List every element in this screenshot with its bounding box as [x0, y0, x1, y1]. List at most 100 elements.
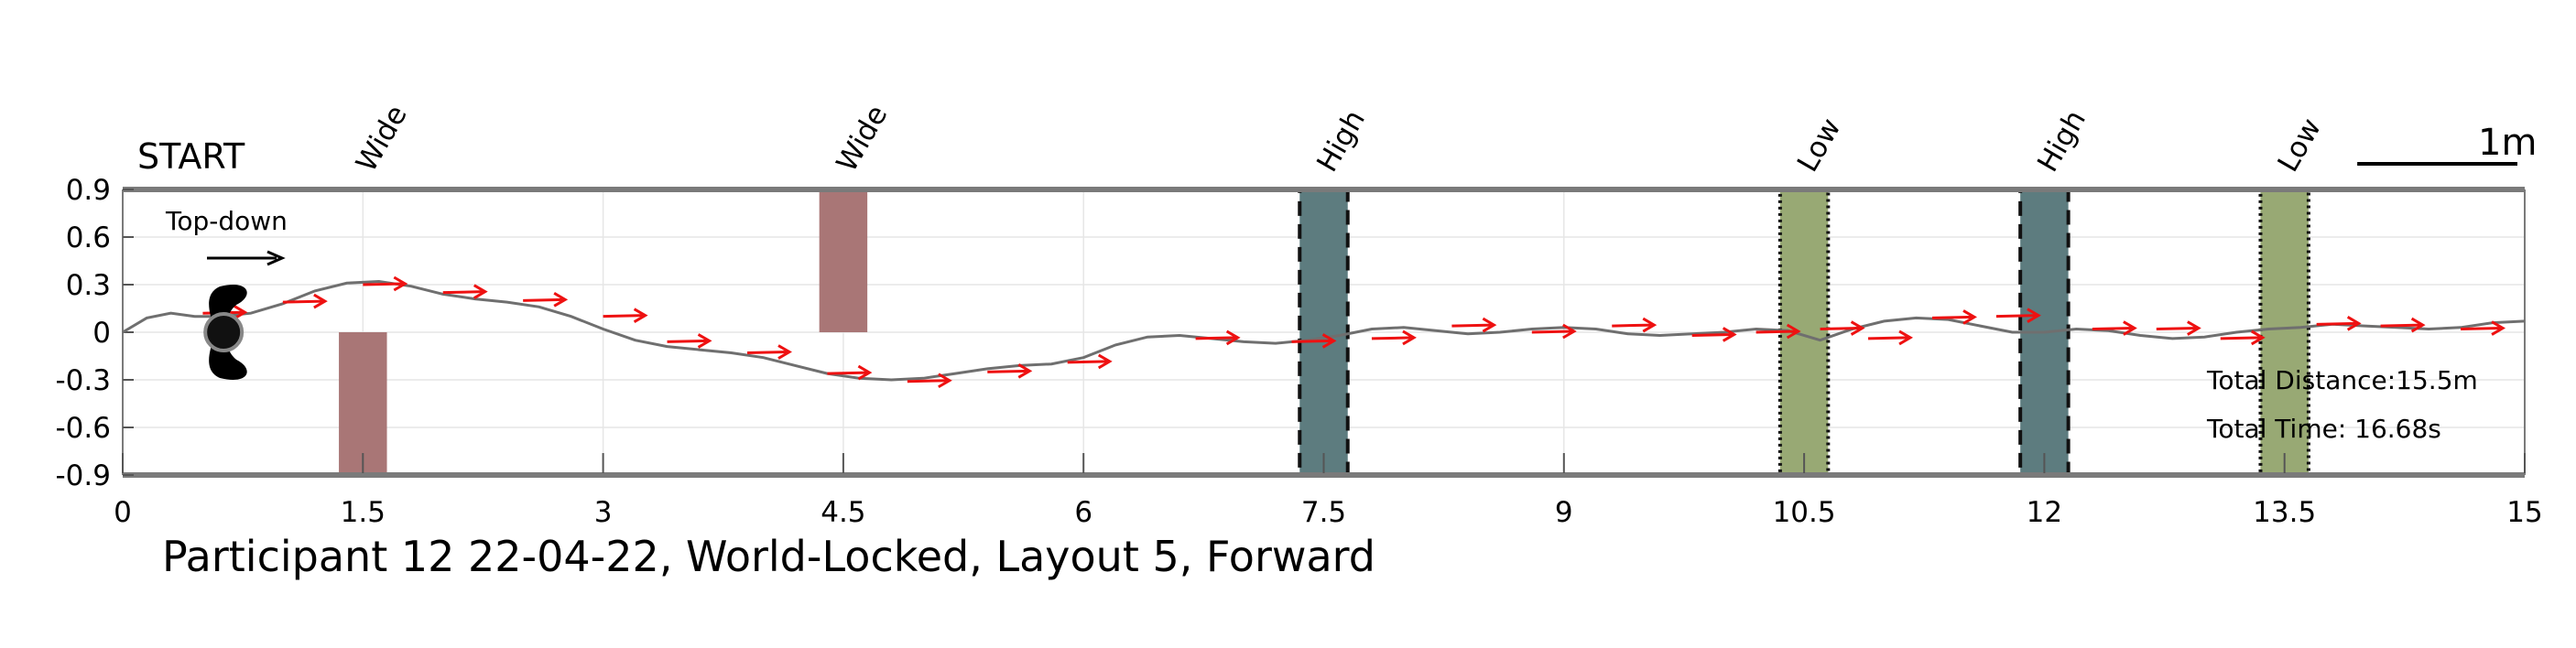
heading-arrow-head	[2187, 320, 2201, 336]
heading-arrow	[907, 373, 952, 389]
axes-frame	[122, 162, 2526, 478]
heading-arrow	[1868, 329, 1914, 346]
heading-arrow	[1820, 320, 1865, 336]
heading-arrow-shaft	[523, 297, 564, 302]
y-tick-label: -0.9	[56, 459, 112, 492]
heading-arrow	[1691, 327, 1737, 342]
y-tick-label: -0.3	[56, 364, 112, 397]
x-tick-label: 6	[1074, 496, 1092, 529]
heading-arrow-shaft	[1371, 336, 1412, 340]
heading-arrow-head	[2346, 316, 2362, 331]
obstacle-label: Low	[1791, 113, 1848, 178]
heading-arrow-head	[393, 275, 408, 292]
obstacles-layer	[339, 188, 2310, 477]
heading-arrow-head	[233, 304, 248, 320]
heading-arrow-head	[777, 344, 792, 360]
heading-arrow-head	[1722, 327, 1737, 342]
heading-arrow	[603, 308, 648, 323]
heading-arrow-head	[697, 333, 712, 349]
obstacle-wide	[819, 189, 868, 332]
heading-arrow-shaft	[1995, 314, 2037, 319]
obstacle-label: Wide	[831, 100, 895, 178]
obstacle-label: High	[1310, 104, 1372, 178]
heading-arrow	[1291, 333, 1337, 349]
chart-title: Participant 12 22-04-22, World-Locked, L…	[162, 532, 1375, 581]
heading-arrow	[1755, 323, 1801, 340]
heading-arrow-head	[2410, 317, 2426, 333]
heading-arrow-head	[2491, 320, 2506, 336]
heading-arrow-head	[1097, 353, 1113, 370]
heading-arrow-head	[1321, 333, 1337, 349]
heading-arrow	[2156, 320, 2201, 336]
heading-arrow-shaft	[603, 314, 644, 319]
participant-head	[203, 312, 245, 352]
heading-arrow-head	[938, 373, 952, 389]
x-tick-label: 15	[2506, 496, 2542, 529]
heading-arrow-head	[1017, 363, 1033, 379]
heading-arrow	[2461, 320, 2506, 336]
heading-arrow	[827, 364, 873, 381]
heading-arrow-head	[1482, 317, 1497, 333]
heading-arrow-shaft	[1931, 315, 1973, 319]
heading-arrow	[1067, 353, 1113, 370]
obstacle-label: Low	[2271, 113, 2328, 178]
x-tick-label: 3	[594, 496, 613, 529]
heading-arrow	[1995, 308, 2041, 323]
heading-arrow-shaft	[1755, 329, 1797, 334]
heading-arrow-shaft	[2220, 336, 2261, 340]
heading-arrow	[1931, 309, 1977, 325]
heading-arrow-shaft	[363, 282, 404, 286]
heading-arrow-shaft	[667, 339, 708, 343]
heading-arrow-shaft	[1531, 329, 1572, 334]
heading-arrow-head	[2250, 329, 2266, 346]
y-tick-label: 0.9	[66, 174, 111, 207]
heading-arrow-shaft	[2380, 323, 2421, 328]
heading-arrow-shaft	[1195, 336, 1236, 340]
heading-arrow-shaft	[987, 369, 1028, 373]
y-tick-label: -0.6	[56, 412, 112, 445]
heading-arrow-head	[1786, 323, 1801, 340]
heading-arrow	[363, 275, 408, 292]
heading-arrow	[987, 363, 1033, 379]
heading-arrow-head	[473, 284, 488, 299]
heading-arrows-layer	[202, 275, 2506, 389]
y-tick-label: 0.3	[66, 269, 111, 302]
heading-arrow	[746, 344, 792, 360]
heading-arrow-shaft	[2316, 321, 2357, 326]
heading-arrow-head	[633, 308, 648, 323]
heading-arrow-head	[2123, 320, 2137, 336]
heading-arrow	[1195, 329, 1241, 346]
scale-bar-label: 1m	[2478, 122, 2537, 164]
text-layer: START Top-down 1m Total Distance:15.5m T…	[56, 100, 2543, 581]
heading-arrow-head	[1642, 317, 1658, 333]
heading-arrow	[1371, 329, 1417, 346]
heading-arrow-head	[1225, 329, 1241, 346]
total-time-text: Total Time: 16.68s	[2206, 414, 2441, 444]
heading-arrow-shaft	[1451, 323, 1493, 328]
heading-arrow	[1451, 317, 1497, 333]
x-tick-label: 12	[2027, 496, 2062, 529]
topdown-label: Top-down	[165, 206, 288, 236]
heading-arrow-shaft	[442, 290, 484, 295]
obstacle-low	[2258, 188, 2310, 477]
x-tick-label: 13.5	[2253, 496, 2316, 529]
obstacle-label: Wide	[350, 100, 414, 178]
x-tick-label: 1.5	[341, 496, 386, 529]
x-tick-label: 0	[114, 496, 132, 529]
heading-arrow-shaft	[1612, 323, 1653, 328]
heading-arrow-head	[1898, 329, 1914, 346]
y-tick-label: 0.6	[66, 221, 111, 254]
heading-arrow-head	[1402, 329, 1417, 346]
heading-arrow-shaft	[907, 379, 948, 383]
total-distance-text: Total Distance:15.5m	[2206, 365, 2478, 395]
heading-arrow	[282, 293, 328, 309]
heading-arrow-head	[2027, 308, 2041, 323]
x-tick-label: 10.5	[1773, 496, 1836, 529]
heading-arrow-head	[1850, 320, 1865, 336]
topdown-arrow-head	[266, 250, 286, 266]
heading-arrow-head	[1562, 323, 1577, 340]
obstacle-label: High	[2031, 104, 2092, 178]
heading-arrow	[523, 292, 569, 308]
